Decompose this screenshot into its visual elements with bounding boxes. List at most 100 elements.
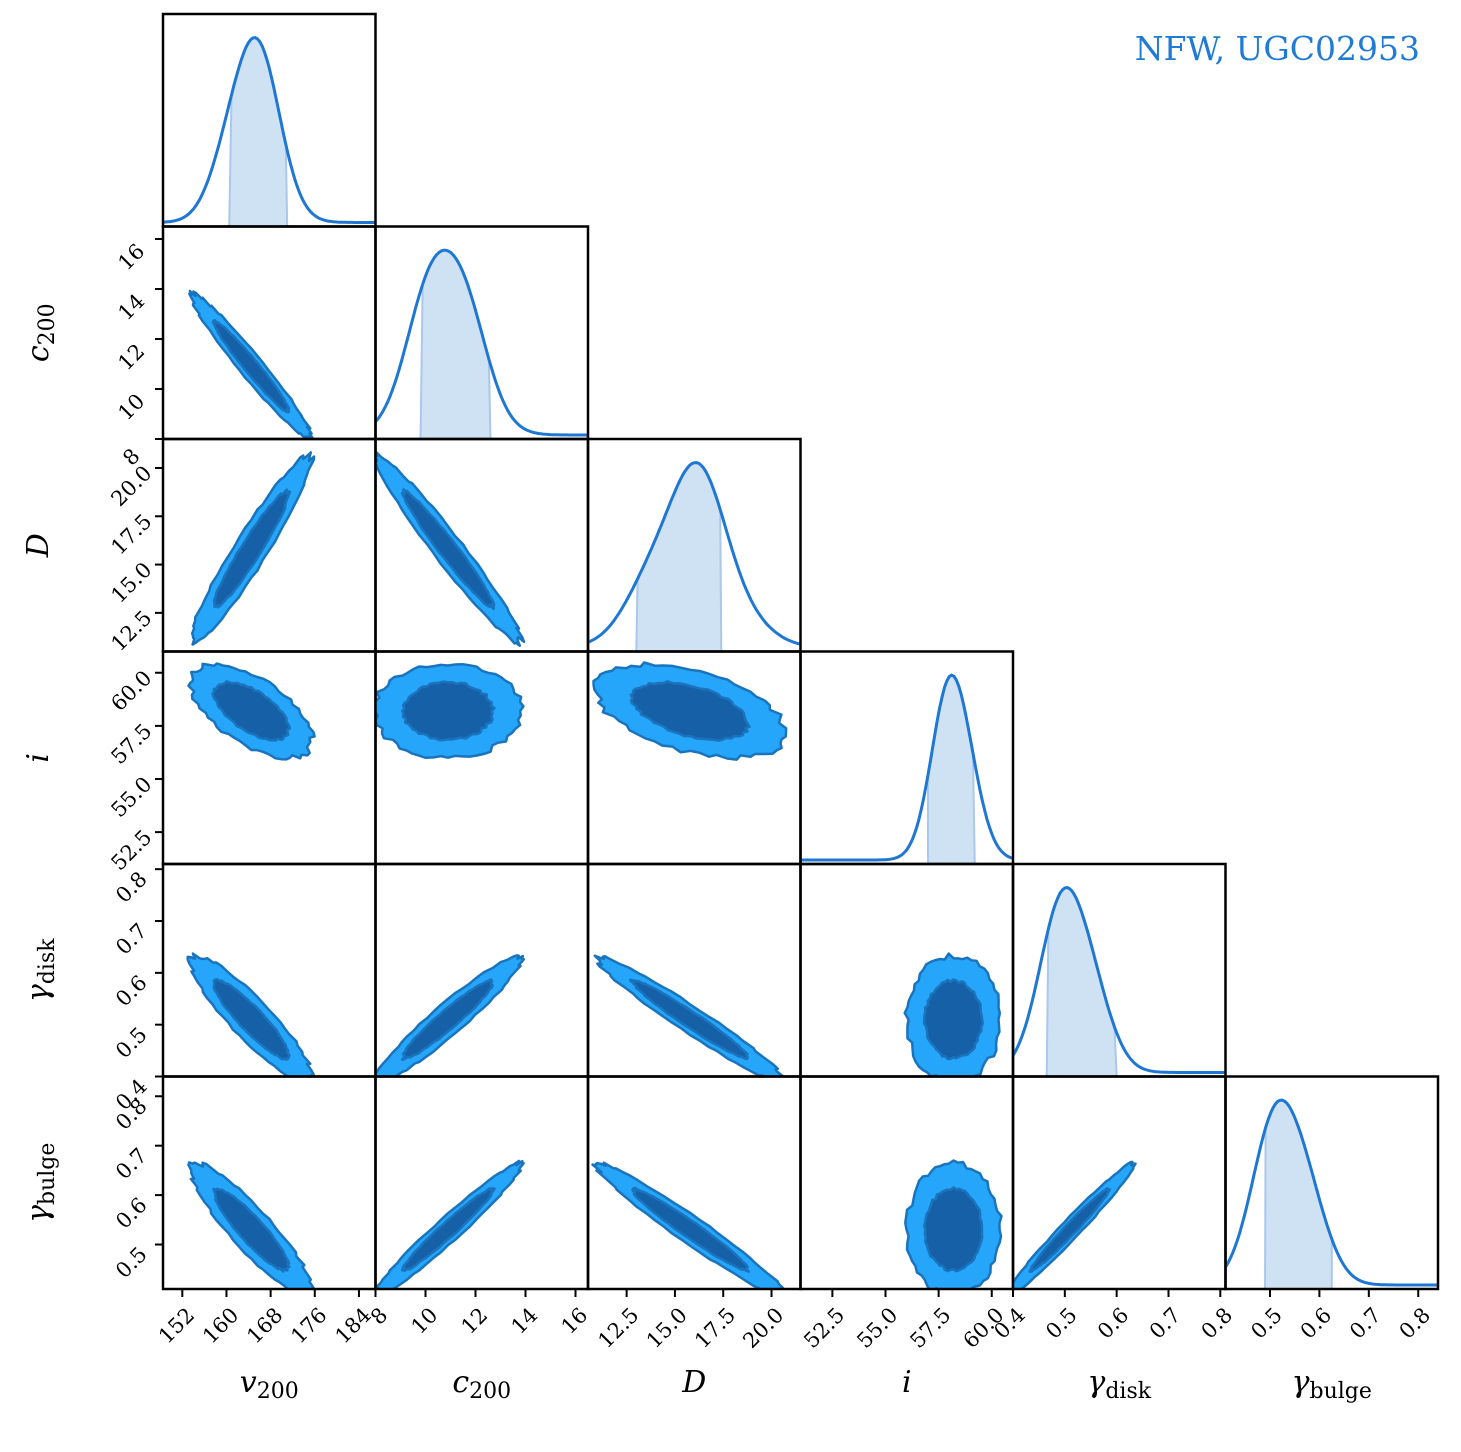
panel-D-v200 bbox=[161, 437, 377, 653]
contour-inner bbox=[400, 488, 496, 611]
x-tick-label-c200: 12 bbox=[457, 1303, 493, 1339]
panel-gbulge-c200 bbox=[374, 1075, 590, 1291]
x-tick-label-D: 20.0 bbox=[738, 1303, 788, 1353]
y-axis-label-i: i bbox=[21, 753, 56, 763]
panel-c200-v200 bbox=[161, 225, 377, 441]
panel-D-D bbox=[586, 437, 802, 653]
panel-frame bbox=[1224, 1075, 1440, 1291]
contour-inner bbox=[629, 680, 751, 742]
x-tick-label-i: 57.5 bbox=[905, 1303, 955, 1353]
x-axis-label-gbulge: γbulge bbox=[1292, 1365, 1372, 1404]
y-tick-label-gbulge: 0.7 bbox=[111, 1143, 152, 1184]
panel-gbulge-D bbox=[586, 1075, 802, 1291]
panel-frame bbox=[161, 225, 377, 441]
y-axis-label-D: D bbox=[21, 533, 56, 558]
x-tick-label-c200: 16 bbox=[557, 1303, 593, 1339]
density-line-i bbox=[800, 673, 1013, 862]
panel-gdisk-i bbox=[799, 862, 1015, 1078]
x-axis-label-D: D bbox=[681, 1365, 706, 1400]
x-tick-label-i: 52.5 bbox=[799, 1303, 849, 1353]
density-line-gdisk bbox=[1013, 886, 1226, 1074]
x-tick-label-gbulge: 0.6 bbox=[1296, 1303, 1337, 1344]
y-tick-label-i: 55.0 bbox=[106, 772, 156, 822]
contour-inner bbox=[401, 680, 496, 742]
y-tick-label-D: 20.0 bbox=[106, 461, 156, 511]
panel-gbulge-gbulge bbox=[1224, 1075, 1440, 1291]
panel-gdisk-gdisk bbox=[1011, 862, 1227, 1078]
y-tick-label-c200: 16 bbox=[113, 239, 149, 275]
x-axis-label-v200: v200 bbox=[240, 1365, 299, 1404]
panel-gbulge-v200 bbox=[161, 1075, 377, 1291]
contour-inner bbox=[211, 680, 291, 742]
y-tick-label-c200: 12 bbox=[113, 339, 149, 375]
panel-v200-v200 bbox=[161, 12, 377, 228]
x-tick-label-gbulge: 0.5 bbox=[1246, 1303, 1287, 1344]
y-tick-label-c200: 14 bbox=[113, 289, 149, 325]
y-tick-label-i: 60.0 bbox=[106, 666, 156, 716]
contour-inner bbox=[923, 1186, 984, 1273]
y-tick-label-gdisk: 0.7 bbox=[111, 919, 152, 960]
density-line-D bbox=[588, 461, 801, 646]
panel-c200-c200 bbox=[374, 225, 590, 441]
plot-annotation: NFW, UGC02953 bbox=[1135, 29, 1420, 68]
x-tick-label-c200: 10 bbox=[407, 1303, 443, 1339]
contour-inner bbox=[1028, 1186, 1112, 1274]
y-tick-label-D: 12.5 bbox=[106, 606, 156, 656]
x-tick-label-gdisk: 0.6 bbox=[1093, 1303, 1134, 1344]
x-tick-label-v200: 160 bbox=[198, 1303, 243, 1348]
x-tick-label-gbulge: 0.8 bbox=[1395, 1303, 1436, 1344]
y-axis-label-c200: c200 bbox=[21, 303, 60, 362]
panel-D-c200 bbox=[374, 437, 590, 653]
ci-band-i bbox=[927, 673, 976, 864]
contour-inner bbox=[628, 978, 750, 1061]
x-tick-label-v200: 176 bbox=[286, 1303, 331, 1348]
contour-inner bbox=[400, 1186, 496, 1273]
contour-inner bbox=[400, 978, 494, 1061]
y-tick-label-i: 57.5 bbox=[106, 719, 156, 769]
x-axis-label-c200: c200 bbox=[452, 1365, 511, 1404]
y-tick-label-gbulge: 0.6 bbox=[111, 1193, 152, 1234]
y-tick-label-i: 52.5 bbox=[106, 825, 156, 875]
panel-i-D bbox=[586, 650, 802, 866]
x-tick-label-D: 12.5 bbox=[593, 1303, 643, 1353]
x-tick-label-gdisk: 0.8 bbox=[1197, 1303, 1238, 1344]
density-line-v200 bbox=[163, 36, 376, 224]
contour-inner bbox=[922, 978, 985, 1061]
contour-inner bbox=[212, 1187, 291, 1273]
x-tick-label-D: 17.5 bbox=[690, 1303, 740, 1353]
panel-i-i bbox=[799, 650, 1015, 866]
y-axis-label-gbulge: γbulge bbox=[21, 1143, 60, 1223]
panel-gdisk-v200 bbox=[161, 862, 377, 1078]
x-tick-label-gbulge: 0.7 bbox=[1345, 1303, 1386, 1344]
panel-gbulge-gdisk bbox=[1011, 1075, 1227, 1291]
y-tick-label-gbulge: 0.5 bbox=[111, 1242, 152, 1283]
panel-i-v200 bbox=[161, 650, 377, 866]
contour-inner bbox=[211, 318, 291, 414]
y-tick-label-c200: 10 bbox=[113, 389, 149, 425]
x-tick-label-i: 55.0 bbox=[852, 1303, 902, 1353]
panel-gbulge-i bbox=[799, 1075, 1015, 1291]
panel-frame bbox=[799, 650, 1015, 866]
panel-frame bbox=[374, 437, 590, 653]
y-tick-label-gdisk: 0.8 bbox=[111, 867, 152, 908]
x-tick-label-gdisk: 0.7 bbox=[1145, 1303, 1186, 1344]
panel-gdisk-D bbox=[586, 862, 802, 1078]
contour-inner bbox=[631, 1186, 751, 1273]
ci-band-c200 bbox=[419, 249, 492, 439]
panel-i-c200 bbox=[374, 650, 590, 866]
x-axis-label-i: i bbox=[902, 1365, 912, 1400]
y-tick-label-gdisk: 0.6 bbox=[111, 971, 152, 1012]
y-tick-label-gdisk: 0.5 bbox=[111, 1022, 152, 1063]
panel-gdisk-c200 bbox=[374, 862, 590, 1078]
y-tick-label-D: 15.0 bbox=[106, 558, 156, 608]
contour-inner bbox=[212, 488, 292, 609]
panel-frame bbox=[1011, 862, 1227, 1078]
density-line-c200 bbox=[375, 248, 588, 437]
x-tick-label-D: 15.0 bbox=[642, 1303, 692, 1353]
x-tick-label-v200: 168 bbox=[242, 1303, 287, 1348]
x-tick-label-v200: 152 bbox=[154, 1303, 199, 1348]
x-axis-label-gdisk: γdisk bbox=[1087, 1365, 1151, 1404]
x-tick-label-gdisk: 0.5 bbox=[1041, 1303, 1082, 1344]
density-line-gbulge bbox=[1225, 1098, 1438, 1287]
